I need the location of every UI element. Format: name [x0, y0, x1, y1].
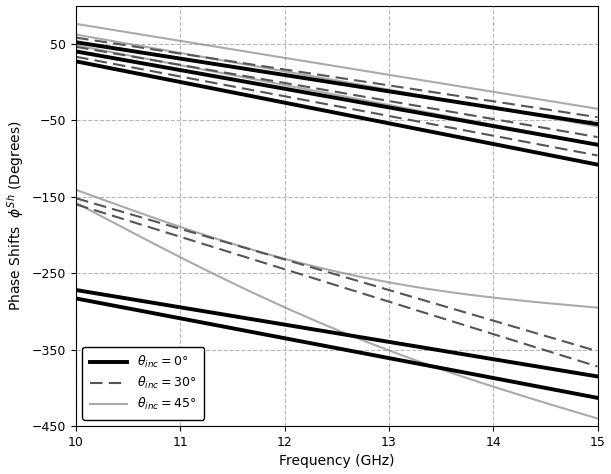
Y-axis label: Phase Shifts  $\phi^{Sh}$ (Degrees): Phase Shifts $\phi^{Sh}$ (Degrees): [5, 120, 26, 311]
Legend: $\theta_{inc} = 0°$, $\theta_{inc} = 30°$, $\theta_{inc} = 45°$: $\theta_{inc} = 0°$, $\theta_{inc} = 30°…: [82, 346, 204, 420]
X-axis label: Frequency (GHz): Frequency (GHz): [279, 455, 395, 468]
